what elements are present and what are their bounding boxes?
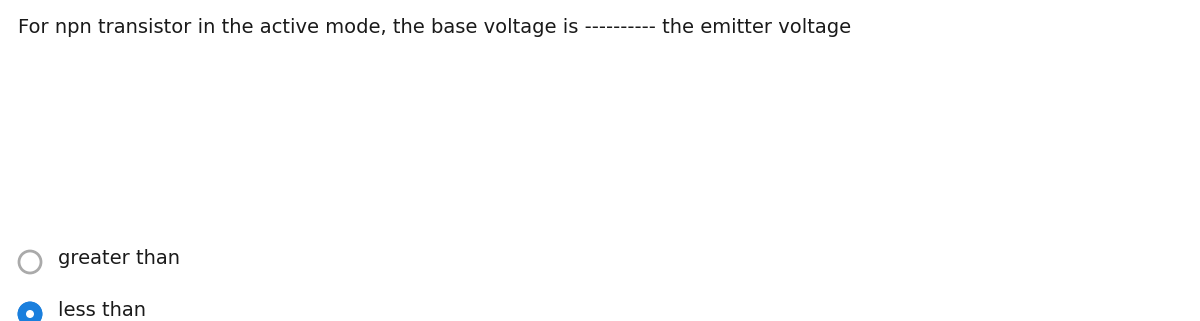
Text: greater than: greater than — [58, 248, 180, 267]
Circle shape — [19, 303, 41, 321]
Circle shape — [19, 303, 41, 321]
Text: For npn transistor in the active mode, the base voltage is ---------- the emitte: For npn transistor in the active mode, t… — [18, 18, 851, 37]
Text: less than: less than — [58, 300, 146, 319]
Circle shape — [19, 251, 41, 273]
Circle shape — [26, 310, 34, 318]
